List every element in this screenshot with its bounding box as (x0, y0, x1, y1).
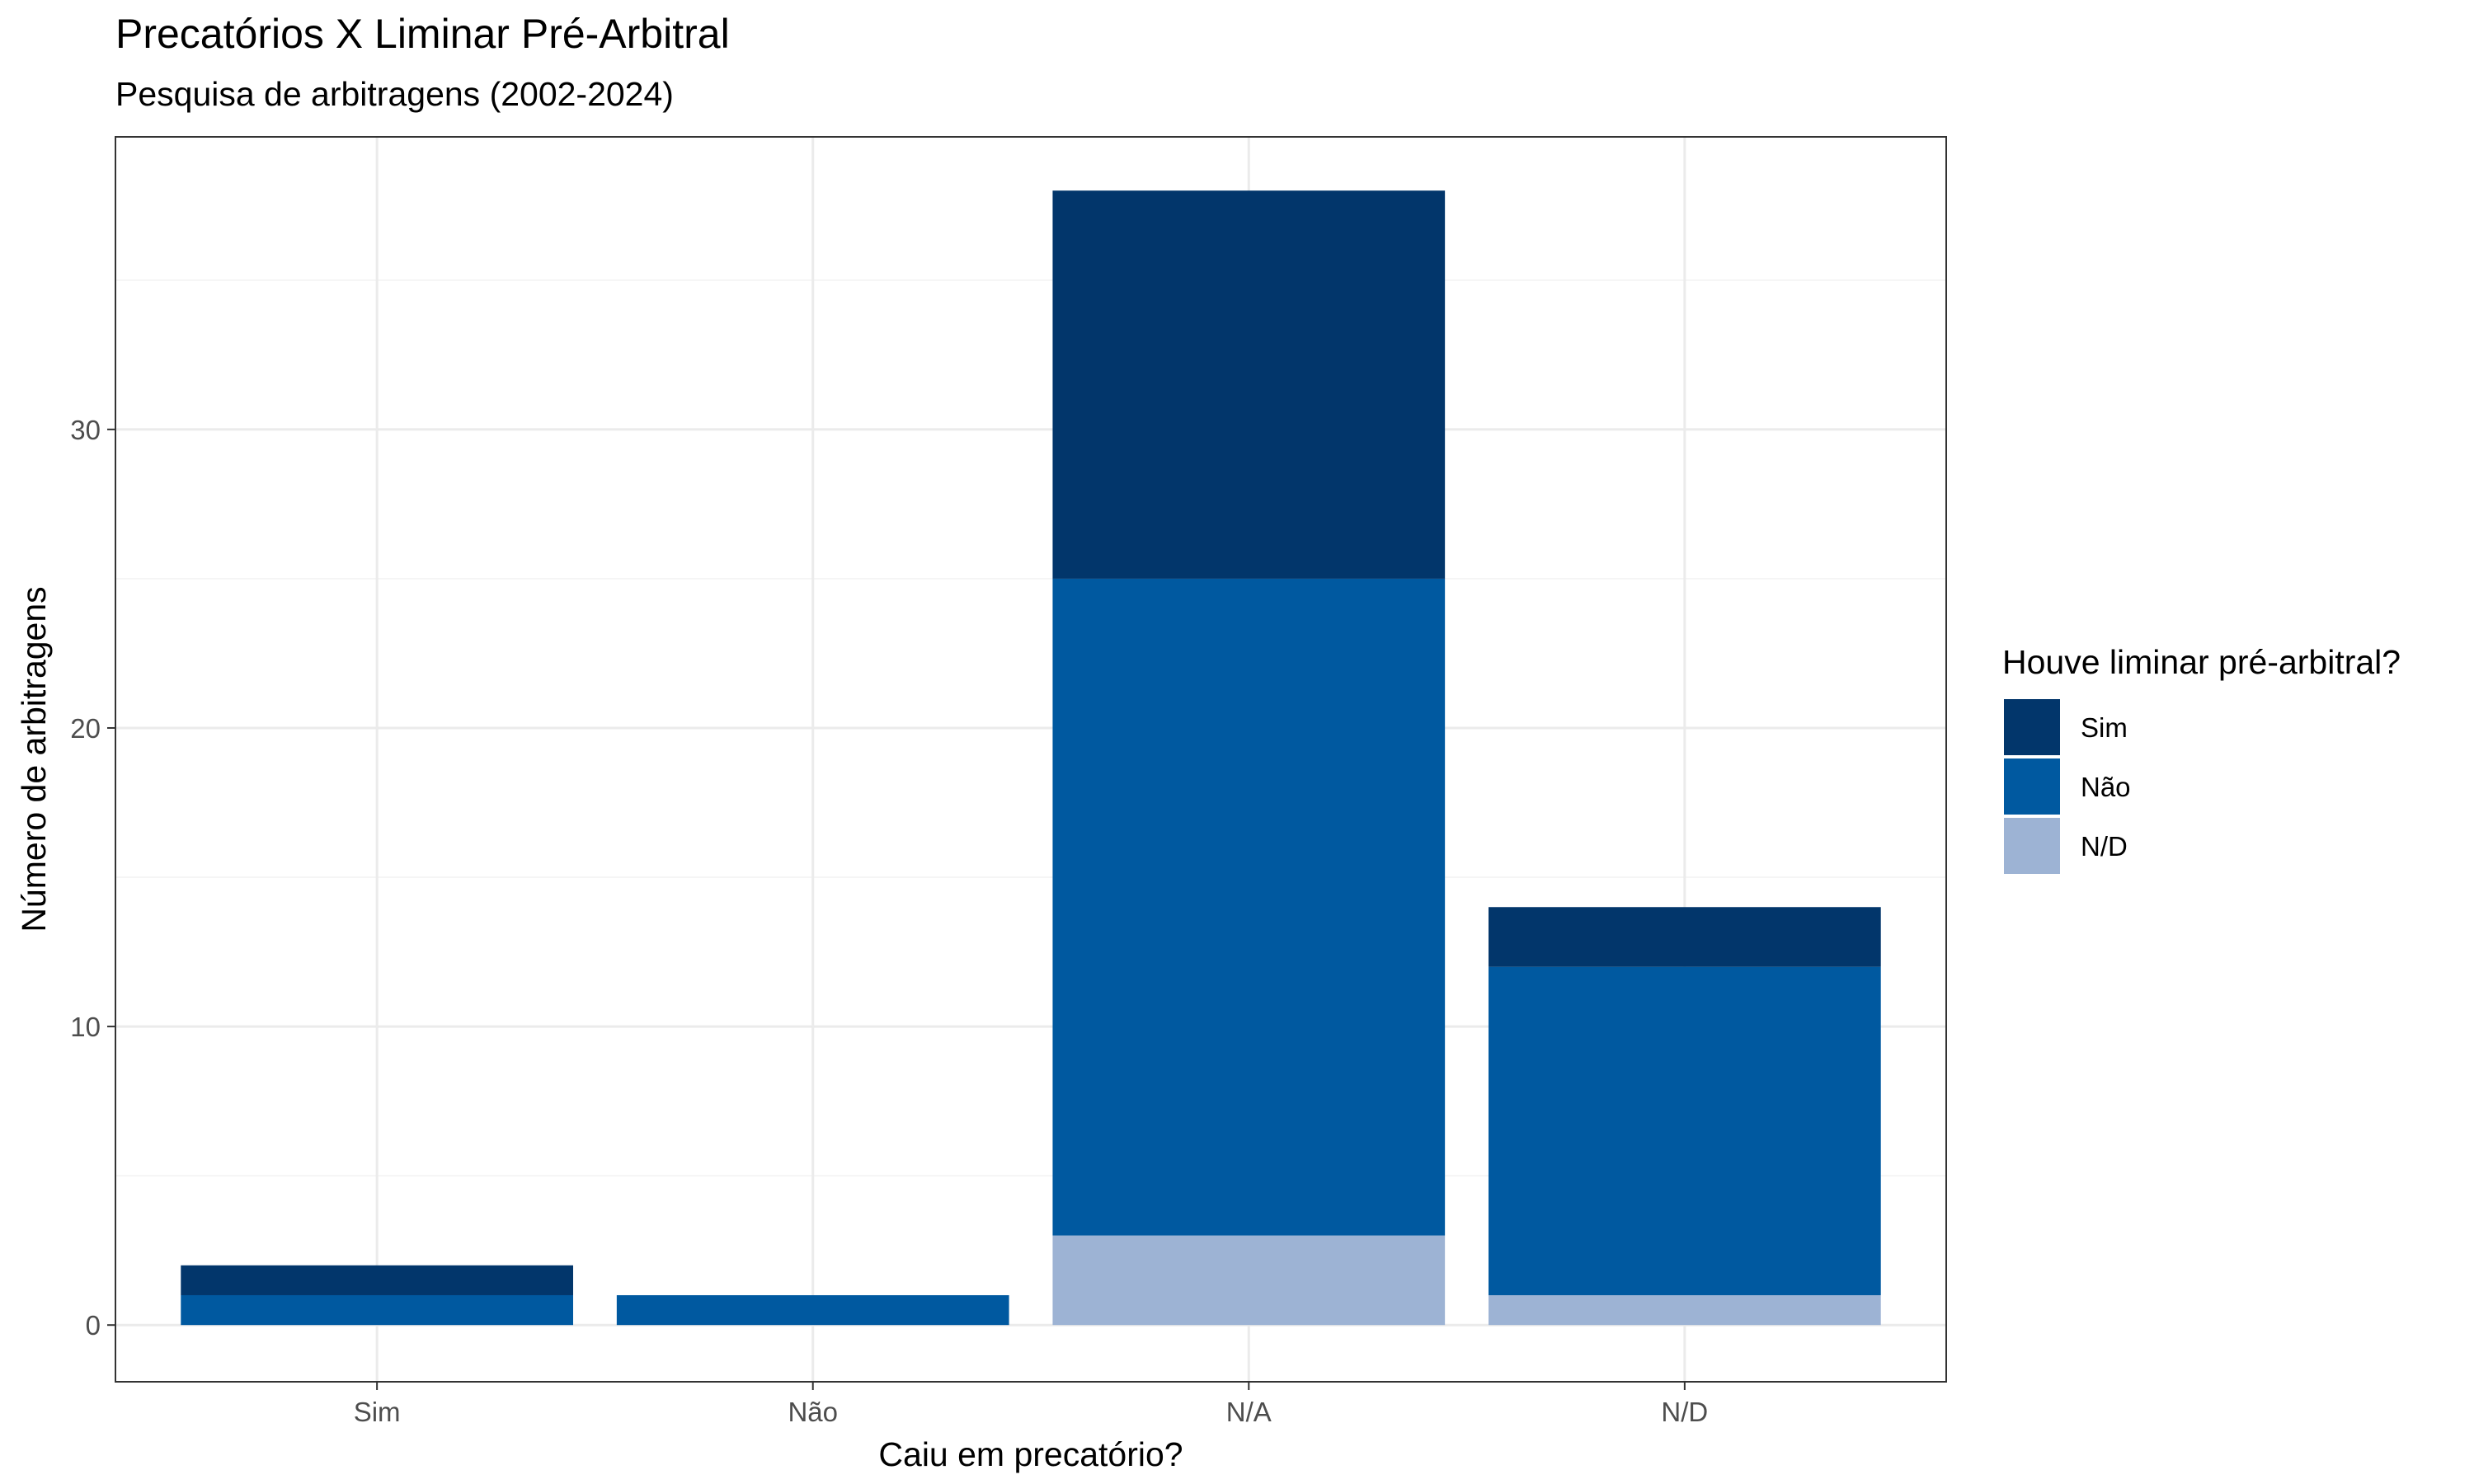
x-tick-label: Sim (354, 1397, 401, 1427)
y-axis: 0 10 20 30 (70, 415, 115, 1341)
x-tick-label: N/A (1226, 1397, 1272, 1427)
y-tick-label: 0 (86, 1310, 101, 1341)
bar-segment (1489, 1294, 1881, 1326)
bar-segment (1052, 578, 1446, 1236)
bar-segment (1489, 966, 1881, 1295)
y-tick-label: 20 (70, 713, 101, 744)
x-axis-title: Caiu em precatório? (878, 1435, 1183, 1473)
bar-segment (1489, 907, 1881, 967)
legend-swatch (2004, 699, 2060, 755)
bar-segment (616, 1294, 1009, 1326)
x-tick-label: N/D (1661, 1397, 1708, 1427)
legend: Houve liminar pré-arbitral? Sim Não N/D (2002, 643, 2401, 874)
y-tick-label: 10 (70, 1012, 101, 1042)
legend-label: Não (2081, 772, 2131, 802)
legend-swatch (2004, 758, 2060, 815)
bar-segment (181, 1265, 574, 1295)
legend-swatch (2004, 818, 2060, 874)
bar-segment (181, 1294, 574, 1326)
bar-segment (1052, 1235, 1446, 1326)
legend-label: Sim (2081, 712, 2128, 743)
bar-segment (1052, 190, 1446, 579)
legend-label: N/D (2081, 831, 2128, 862)
legend-title: Houve liminar pré-arbitral? (2002, 643, 2401, 681)
y-axis-title: Número de arbitragens (15, 586, 53, 932)
bars (181, 190, 1881, 1326)
chart-subtitle: Pesquisa de arbitragens (2002-2024) (115, 75, 674, 113)
x-axis: Sim Não N/A N/D (354, 1382, 1708, 1427)
y-tick-label: 30 (70, 415, 101, 445)
plot-panel (115, 136, 1947, 1383)
chart-title: Precatórios X Liminar Pré-Arbitral (115, 11, 730, 57)
x-tick-label: Não (788, 1397, 838, 1427)
